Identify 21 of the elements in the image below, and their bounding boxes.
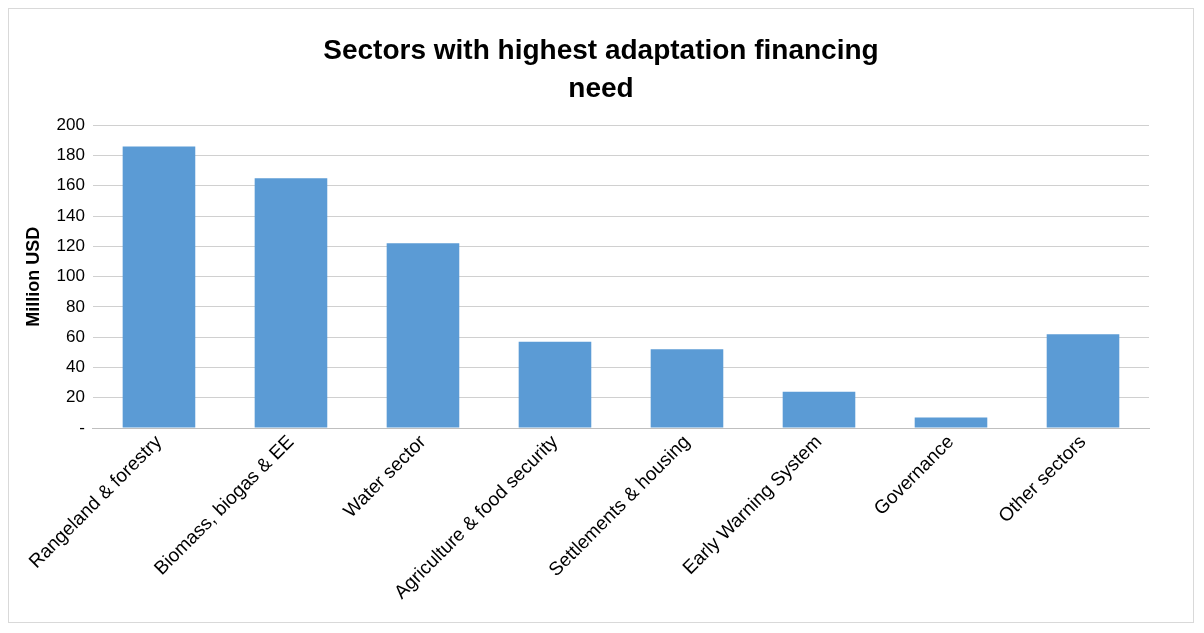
y-tick-label: 40 bbox=[66, 357, 85, 377]
y-tick-label: 20 bbox=[66, 387, 85, 407]
y-tick-label: 160 bbox=[56, 175, 85, 195]
y-tick-label: 100 bbox=[56, 266, 85, 286]
bar bbox=[518, 341, 592, 428]
y-tick-label: 120 bbox=[56, 236, 85, 256]
y-tick-label: 140 bbox=[56, 205, 85, 225]
bar bbox=[386, 243, 460, 428]
y-tick-label: 200 bbox=[56, 114, 85, 134]
y-axis-title: Million USD bbox=[22, 226, 43, 327]
bar bbox=[782, 391, 856, 428]
bar bbox=[1046, 334, 1120, 428]
y-tick-label: 80 bbox=[66, 296, 85, 316]
chart-title: Sectors with highest adaptation financing need bbox=[322, 33, 880, 105]
y-tick-label: 180 bbox=[56, 145, 85, 165]
y-tick-label: 60 bbox=[66, 326, 85, 346]
bar bbox=[122, 146, 196, 428]
bar bbox=[650, 349, 724, 428]
bar bbox=[254, 178, 328, 428]
y-tick-label: - bbox=[79, 417, 85, 437]
bar bbox=[914, 417, 988, 428]
